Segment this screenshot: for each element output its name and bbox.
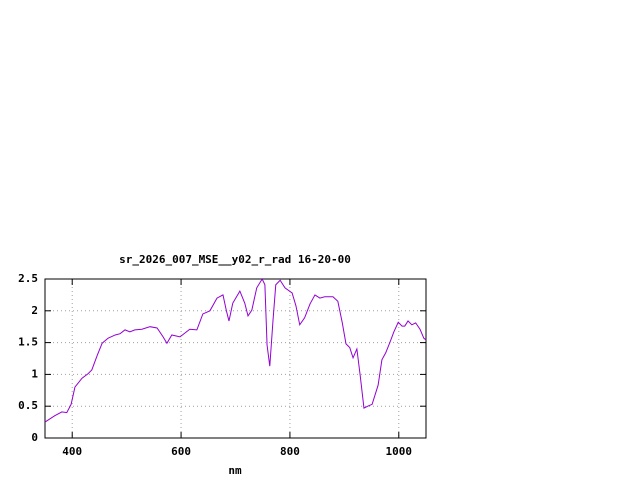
- x-tick-label: 600: [171, 445, 191, 458]
- x-tick-label: 800: [280, 445, 300, 458]
- y-tick-label: 0.5: [18, 399, 38, 412]
- y-tick-label: 2.5: [18, 272, 38, 285]
- data-line: [44, 277, 427, 423]
- y-tick-label: 1: [31, 367, 38, 380]
- chart-title: sr_2026_007_MSE__y02_r_rad 16-20-00: [119, 253, 351, 266]
- x-tick-label: 400: [62, 445, 82, 458]
- plot-border: [44, 278, 427, 439]
- x-tick-label: 1000: [386, 445, 413, 458]
- y-tick-label: 1.5: [18, 336, 38, 349]
- y-tick-label: 0: [31, 431, 38, 444]
- x-axis-label: nm: [228, 464, 242, 477]
- y-tick-label: 2: [31, 304, 38, 317]
